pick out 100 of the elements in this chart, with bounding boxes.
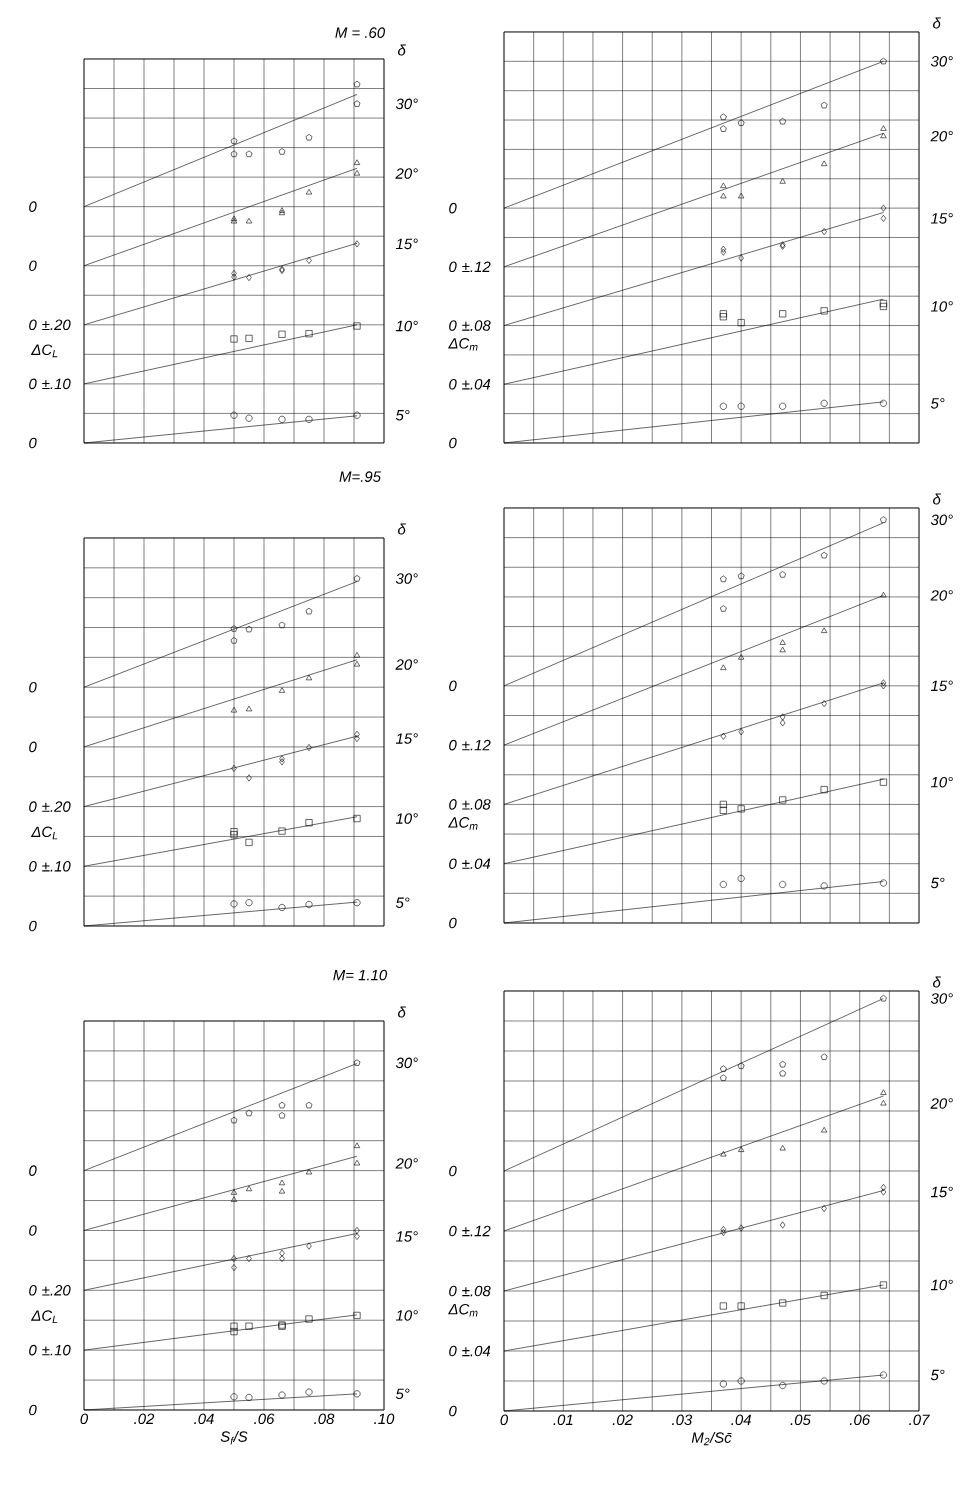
text: 5° xyxy=(395,1388,410,1400)
point xyxy=(353,1311,361,1319)
point xyxy=(353,100,361,107)
point xyxy=(231,269,237,277)
point xyxy=(305,901,313,908)
chart-title: M=.95 xyxy=(339,471,382,482)
point xyxy=(278,1391,286,1399)
point xyxy=(306,744,312,752)
point xyxy=(821,1204,827,1212)
point xyxy=(305,134,313,141)
point xyxy=(779,1060,786,1068)
y-tick-label: 0 ±.20 xyxy=(29,801,71,812)
point xyxy=(720,113,727,120)
point xyxy=(230,1393,238,1401)
point xyxy=(719,402,727,410)
point xyxy=(779,713,786,721)
y-axis-title: ΔC$_{m}$ xyxy=(448,817,478,830)
point xyxy=(880,57,887,65)
point xyxy=(245,150,253,157)
text: 5° xyxy=(930,398,945,409)
point xyxy=(305,1388,313,1396)
point xyxy=(720,1150,727,1157)
point xyxy=(306,1242,312,1250)
point xyxy=(820,1291,828,1299)
y-tick-label: 0 xyxy=(29,1165,37,1176)
x-tick-label: .04 xyxy=(194,1413,214,1425)
point xyxy=(820,882,828,890)
y-tick-label: 0 xyxy=(29,201,37,212)
point xyxy=(779,1382,787,1389)
point xyxy=(305,674,313,681)
point xyxy=(720,125,727,132)
point xyxy=(305,607,313,615)
y-axis-title: ΔC$_{L}$ xyxy=(31,344,58,358)
point xyxy=(719,313,727,321)
point xyxy=(278,903,286,911)
x-tick-label: .10 xyxy=(374,1413,395,1425)
x-tick-label: 0 xyxy=(80,1413,89,1425)
legend-title: δ xyxy=(398,1006,406,1018)
point xyxy=(737,1062,745,1069)
text: 20° xyxy=(395,1158,418,1169)
point xyxy=(820,1053,828,1060)
point xyxy=(779,571,786,578)
point xyxy=(245,1393,253,1401)
point xyxy=(719,1380,727,1388)
y-axis-title: ΔC$_{m}$ xyxy=(448,1303,478,1317)
point xyxy=(278,209,286,216)
point xyxy=(880,591,887,598)
point xyxy=(353,322,361,330)
text: 15° xyxy=(930,1186,953,1198)
point xyxy=(820,1377,828,1385)
text: 10° xyxy=(930,1279,953,1291)
text: 10° xyxy=(395,1310,418,1321)
x-axis-title: M$_{2}$/Sc̄ xyxy=(691,1431,732,1446)
point xyxy=(230,137,238,144)
point xyxy=(305,1315,313,1323)
legend-title: δ xyxy=(398,523,406,535)
x-tick-label: .06 xyxy=(849,1414,871,1426)
point xyxy=(880,214,887,222)
point xyxy=(353,1159,361,1166)
point xyxy=(278,148,286,155)
y-tick-label: 0 xyxy=(29,681,37,693)
point xyxy=(230,828,238,836)
point xyxy=(305,330,313,338)
point xyxy=(821,160,828,166)
point xyxy=(779,1299,787,1307)
point xyxy=(738,192,745,199)
text: 15° xyxy=(930,213,953,224)
point xyxy=(231,1255,237,1263)
point xyxy=(354,730,360,738)
y-tick-label: 0 xyxy=(29,741,37,753)
point xyxy=(278,1179,286,1186)
point xyxy=(779,1069,786,1077)
point xyxy=(821,1126,828,1133)
point xyxy=(880,1183,887,1191)
point xyxy=(230,706,238,713)
point xyxy=(879,1281,887,1289)
text: 15° xyxy=(395,733,418,744)
y-tick-label: 0 ±.08 xyxy=(449,799,491,810)
y-tick-label: 0 ±.12 xyxy=(449,739,491,751)
point xyxy=(279,1255,285,1263)
point xyxy=(230,1116,238,1124)
y-tick-label: 0 ±.04 xyxy=(449,1345,491,1357)
y-tick-label: 0 ±.10 xyxy=(29,1344,71,1356)
x-tick-label: .05 xyxy=(790,1414,811,1426)
point xyxy=(779,719,786,727)
point xyxy=(880,994,887,1002)
point xyxy=(737,119,745,126)
point xyxy=(720,1225,727,1233)
text: 15° xyxy=(395,238,418,250)
x-axis-title: S$_{f}$/S xyxy=(220,1430,248,1445)
point xyxy=(245,1322,253,1330)
point xyxy=(246,274,252,282)
point xyxy=(354,1226,360,1234)
point xyxy=(719,880,727,888)
x-tick-label: .08 xyxy=(314,1413,335,1425)
point xyxy=(821,228,827,236)
point xyxy=(880,516,887,523)
point xyxy=(245,705,253,712)
point xyxy=(880,204,887,212)
y-axis-title: ΔC$_{L}$ xyxy=(31,826,58,840)
